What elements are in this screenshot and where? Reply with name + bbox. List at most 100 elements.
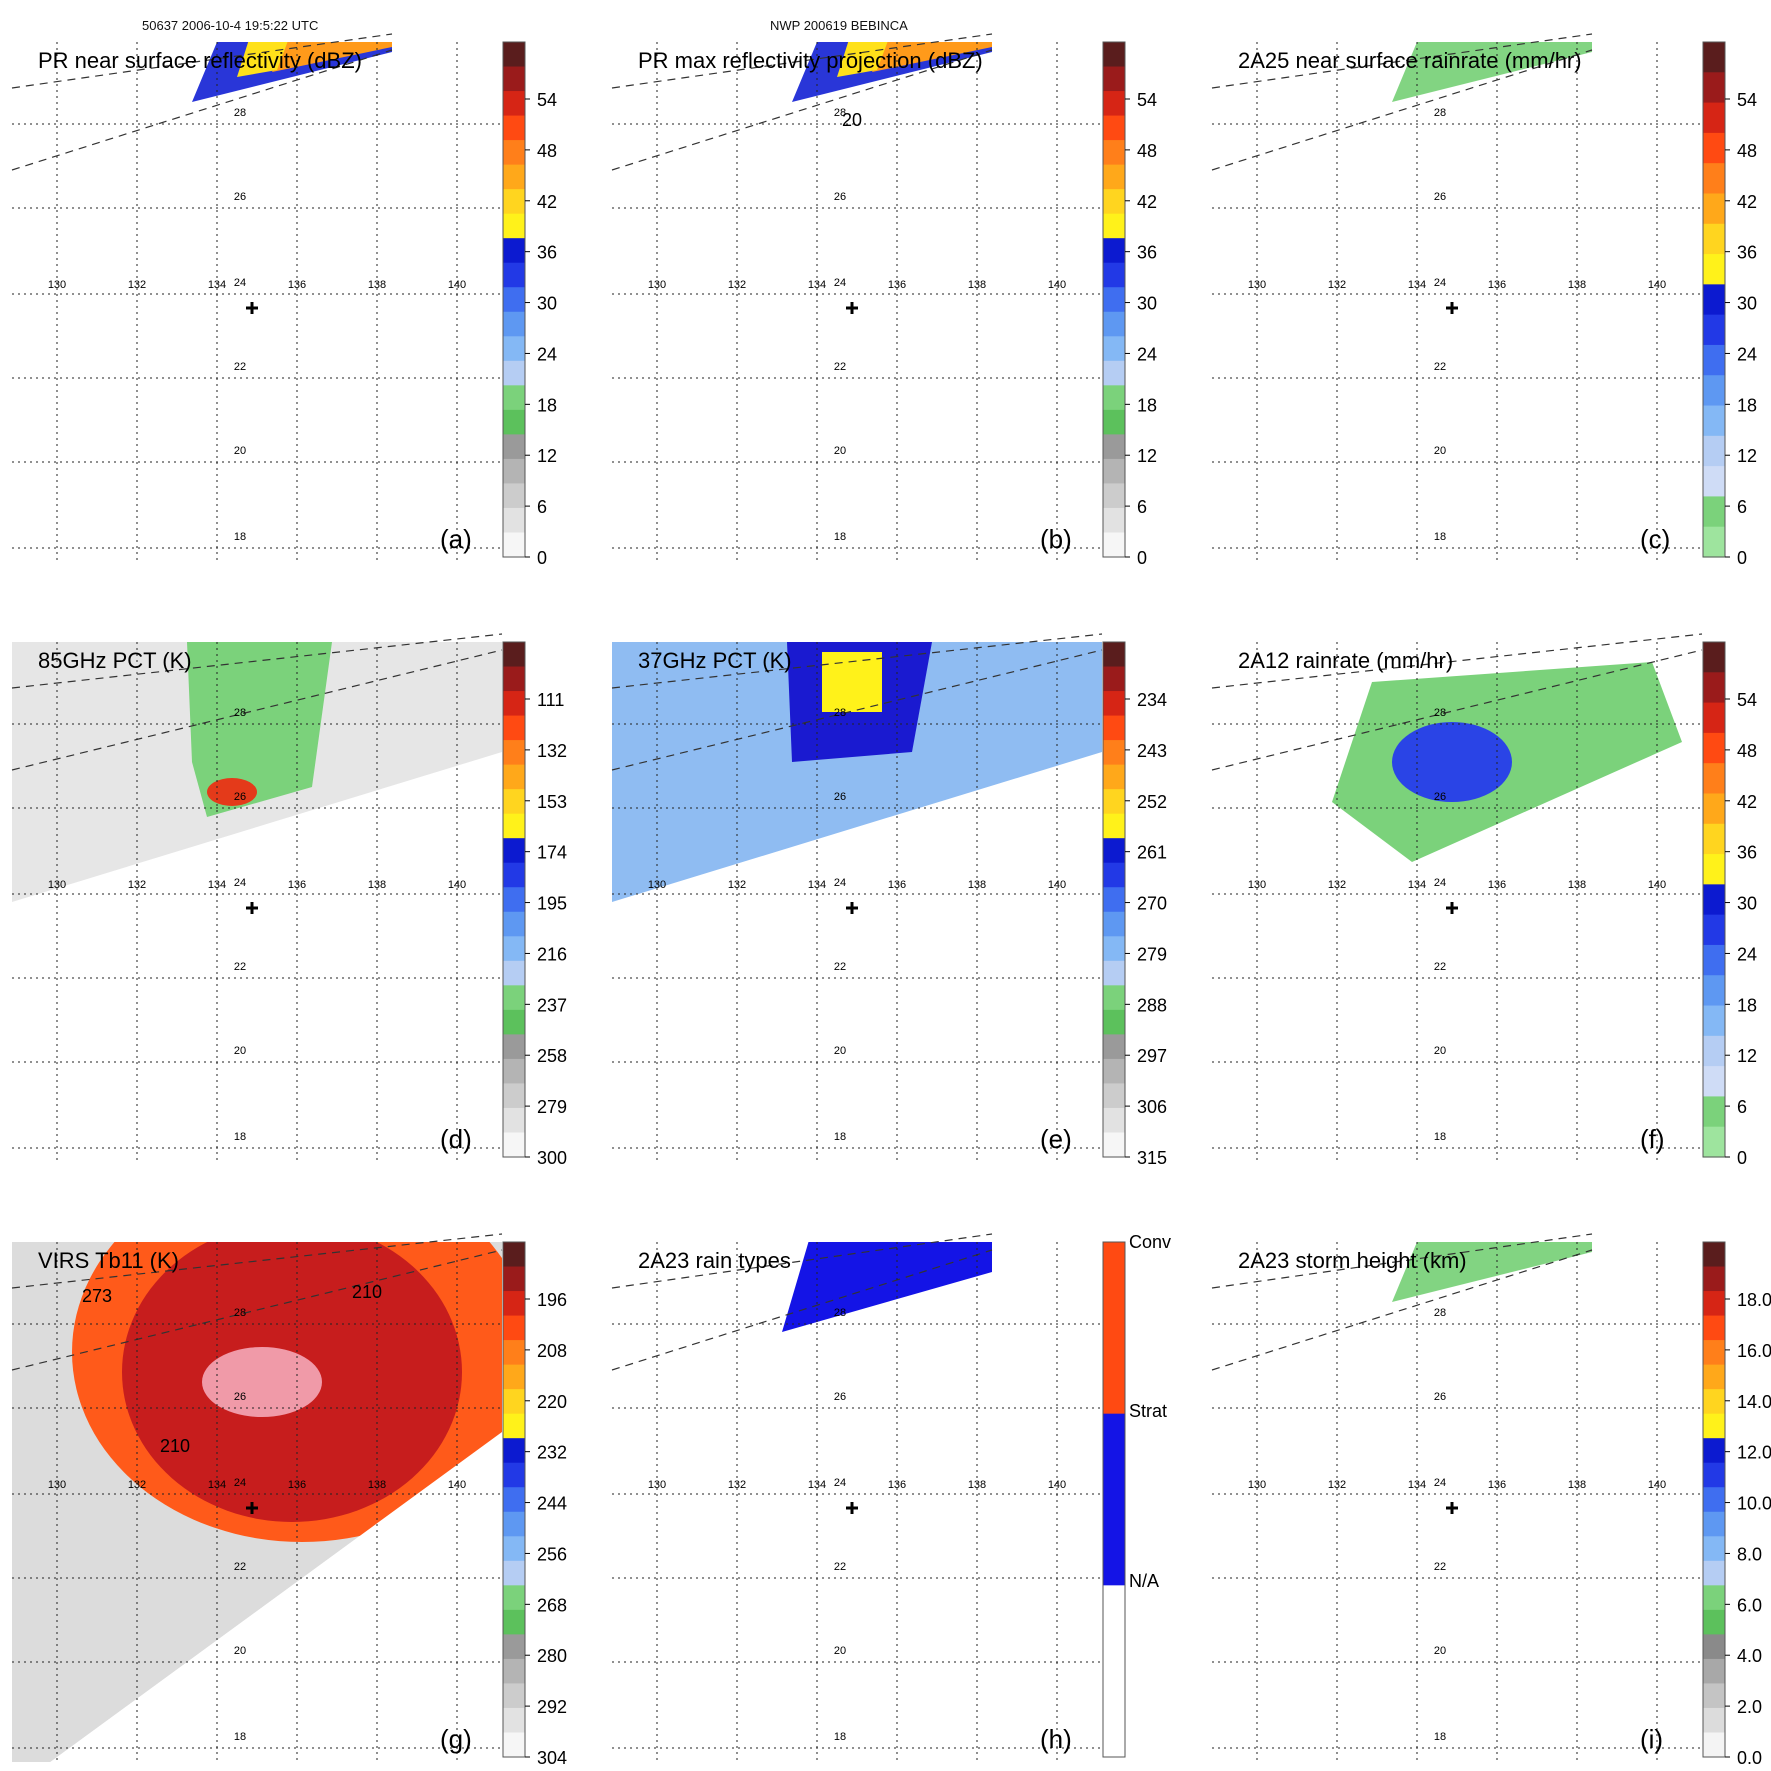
lon-tick-label: 132: [728, 879, 746, 891]
lat-tick-label: 18: [834, 1731, 846, 1743]
lon-tick-label: 132: [1328, 879, 1346, 891]
lat-tick-label: 24: [234, 877, 246, 889]
colorbar-tick-label: 292: [537, 1697, 567, 1717]
colorbar-segment: [503, 691, 525, 717]
colorbar-segment: [1103, 1034, 1125, 1060]
lat-tick-label: 24: [1434, 1477, 1446, 1489]
swath-edge-line: [11, 1233, 503, 1289]
colorbar: 54 48 42 36 30 24 18 12 6 0: [502, 41, 557, 568]
colorbar-segment: [1103, 985, 1125, 1011]
lat-tick-label: 28: [834, 707, 846, 719]
colorbar-tick-label: 6.0: [1737, 1595, 1762, 1615]
colorbar-segment: [503, 1732, 525, 1758]
lat-tick-label: 22: [1434, 1561, 1446, 1573]
colorbar-tick-label: 42: [537, 192, 557, 212]
colorbar-tick-label: 36: [1137, 243, 1157, 263]
lat-tick-label: 26: [234, 1391, 246, 1403]
colorbar-segment: [503, 1634, 525, 1660]
colorbar-segment: [1703, 1585, 1725, 1611]
lat-tick-label: 28: [834, 107, 846, 119]
colorbar-segment: [503, 1487, 525, 1513]
colorbar-tick-label: 18: [1737, 995, 1757, 1015]
eyewall: [207, 778, 257, 806]
swath-layer: [12, 642, 502, 902]
colorbar-segment: [503, 764, 525, 790]
colorbar-segment: [1103, 1299, 1125, 1358]
lon-tick-label: 134: [1408, 279, 1426, 291]
lon-tick-label: 132: [728, 1479, 746, 1491]
colorbar-tick-label: 111: [537, 690, 564, 710]
lon-tick-label: 136: [888, 879, 906, 891]
lat-tick-label: 20: [234, 445, 246, 457]
lon-tick-label: 140: [1048, 879, 1066, 891]
colorbar-tick-label: 279: [537, 1097, 567, 1117]
colorbar-segment: [1703, 405, 1725, 437]
colorbar-tick-label: 54: [1737, 690, 1757, 710]
colorbar-segment: [503, 238, 525, 264]
lon-tick-label: 138: [968, 279, 986, 291]
swath-layer: [1392, 42, 1592, 102]
lat-tick-label: 26: [1434, 191, 1446, 203]
coldest-tops: [202, 1347, 322, 1417]
colorbar-tick-label: 24: [537, 344, 557, 364]
header-orbit-time: 50637 2006-10-4 19:5:22 UTC: [142, 18, 319, 33]
colorbar-segment: [1703, 642, 1725, 673]
lon-tick-label: 130: [648, 1479, 666, 1491]
colorbar-segment: [503, 1413, 525, 1439]
lon-tick-label: 134: [808, 879, 826, 891]
colorbar-segment: [1703, 1732, 1725, 1758]
swath-layer: [792, 42, 992, 102]
colorbar-frame: [1102, 641, 1126, 1158]
lon-tick-label: 140: [448, 1479, 466, 1491]
lon-tick-label: 138: [1568, 279, 1586, 291]
panel-title: 2A25 near surface rainrate (mm/hr): [1238, 48, 1582, 73]
colorbar-tick-label: 54: [537, 90, 557, 110]
colorbar-tick-label: 36: [1737, 243, 1757, 263]
colorbar-tick-label: 174: [537, 843, 567, 863]
colorbar-segment: [503, 213, 525, 239]
colorbar-tick-label: 196: [537, 1290, 567, 1310]
colorbar-frame: [502, 41, 526, 558]
colorbar-segment: [503, 1536, 525, 1562]
colorbar-segment: [1103, 740, 1125, 766]
lon-tick-label: 134: [1408, 1479, 1426, 1491]
colorbar-segment: [1103, 642, 1125, 668]
lon-tick-label: 136: [888, 1479, 906, 1491]
swath-fill: [1392, 42, 1592, 102]
lon-tick-label: 140: [1648, 1479, 1666, 1491]
colorbar: Conv Strat N/A: [1102, 1232, 1171, 1758]
panel-a: 130 132 134 136 138 140 28 26 24 22 20 18 PR near su…: [11, 33, 557, 568]
colorbar-tick-label: 6: [537, 497, 547, 517]
lon-tick-label: 136: [1488, 879, 1506, 891]
panel-c: 130 132 134 136 138 140 28 26 24 22 20 18 2A25 near …: [1211, 33, 1757, 568]
colorbar-tick-label: 315: [1137, 1148, 1167, 1168]
colorbar: 234 243 252 261 270 279 288 297 306 315: [1102, 641, 1167, 1168]
colorbar-segment: [503, 715, 525, 741]
colorbar-segment: [1703, 1462, 1725, 1488]
lat-tick-label: 28: [234, 107, 246, 119]
lon-tick-label: 136: [1488, 1479, 1506, 1491]
colorbar-segment: [1103, 813, 1125, 839]
panel-title: PR max reflectivity projection (dBZ): [638, 48, 983, 73]
colorbar-tick-label: 36: [537, 243, 557, 263]
lat-tick-label: 26: [1434, 1391, 1446, 1403]
colorbar-segment: [1103, 1242, 1125, 1300]
swath-edge-line: [1211, 649, 1703, 771]
panel-label: (d): [440, 1124, 472, 1154]
colorbar-segment: [503, 936, 525, 962]
colorbar-tick-label: 12: [1737, 446, 1757, 466]
header-storm-name: NWP 200619 BEBINCA: [770, 18, 908, 33]
colorbar-tick-label: 18: [537, 395, 557, 415]
colorbar-segment: [503, 140, 525, 166]
lat-tick-label: 22: [234, 961, 246, 973]
lon-tick-label: 138: [368, 879, 386, 891]
colorbar-tick-label: 195: [537, 894, 567, 914]
swath-edge-line: [11, 33, 393, 89]
colorbar-tick-label: 14.0: [1737, 1392, 1771, 1412]
swath-edge-line: [11, 649, 503, 771]
colorbar-tick-label: 220: [537, 1392, 567, 1412]
lat-tick-label: 28: [234, 707, 246, 719]
colorbar-tick-label: 18.0: [1737, 1290, 1771, 1310]
colorbar-tick-label: 252: [1137, 792, 1167, 812]
colorbar-segment: [503, 1707, 525, 1734]
